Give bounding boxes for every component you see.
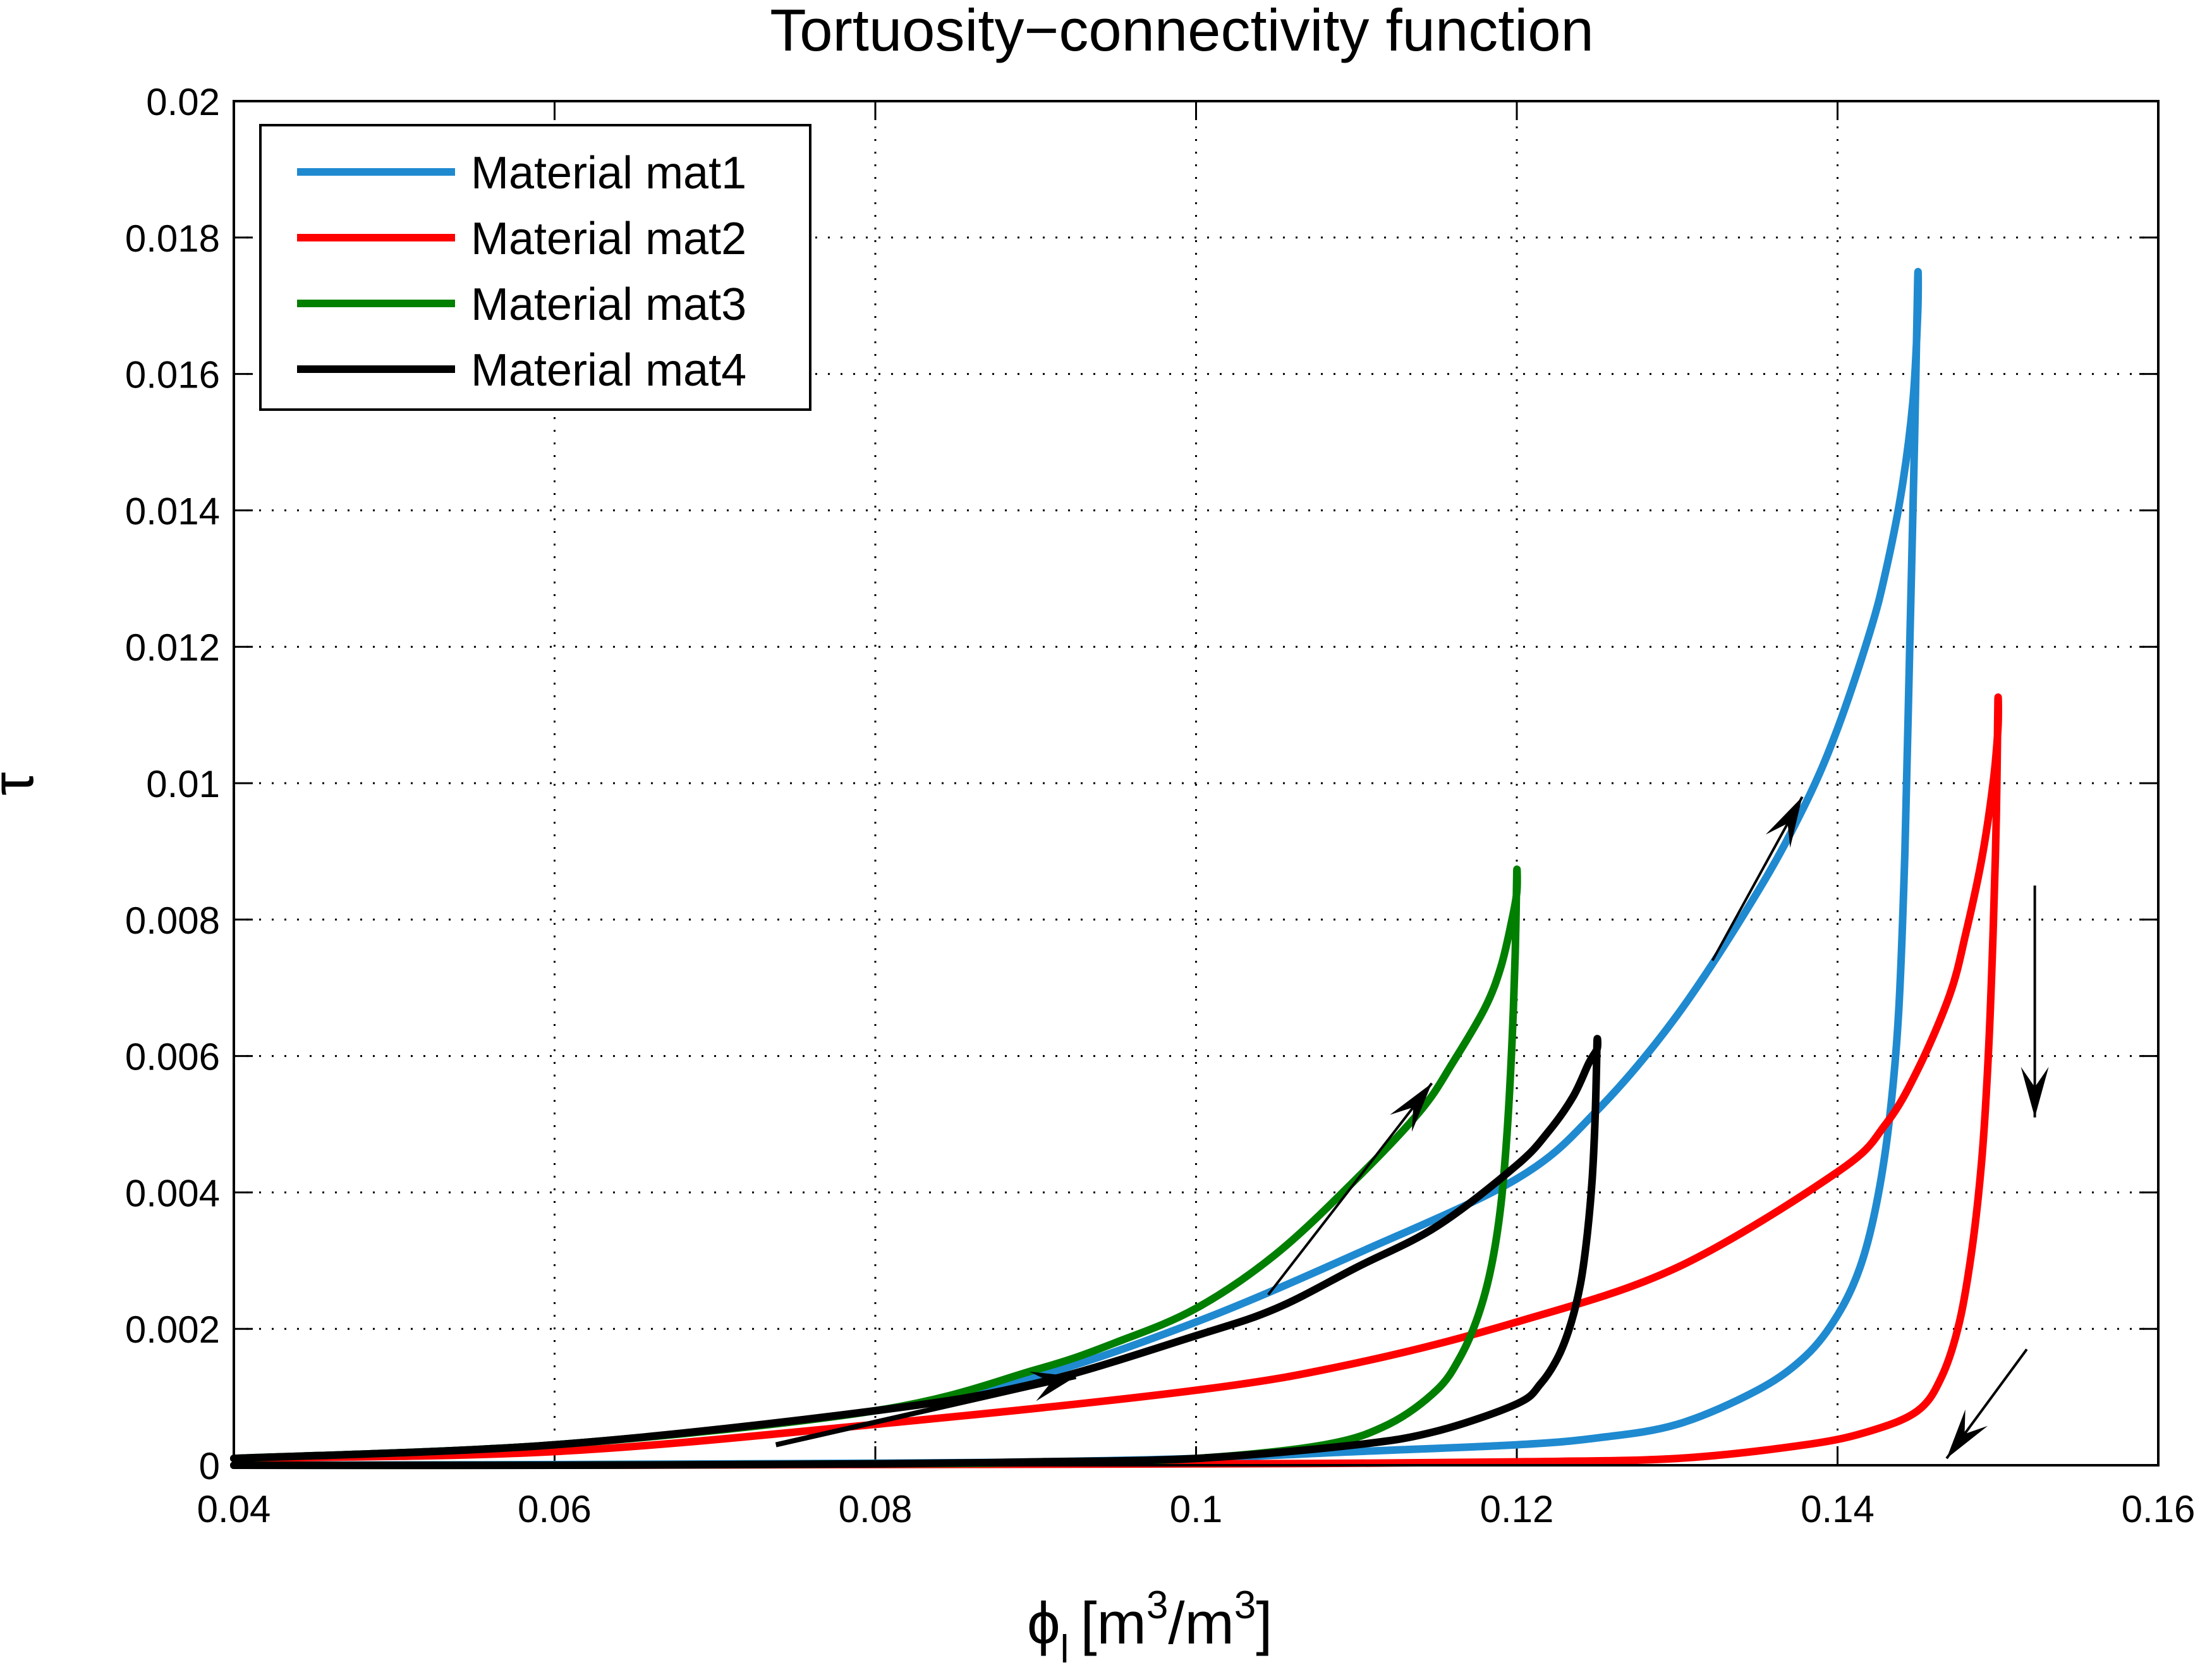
annotation-arrow-shaft (1711, 796, 1804, 961)
x-tick-labels: 0.04 0.06 0.08 0.1 0.12 0.14 0.16 (197, 1488, 2196, 1530)
y-tick-label: 0.002 (125, 1308, 220, 1351)
legend-label-mat3: Material mat3 (471, 279, 746, 330)
legend-label-mat4: Material mat4 (471, 345, 746, 396)
annotation-arrow-head (1947, 1409, 1988, 1459)
x-axis-unit-sup1: 3 (1146, 1583, 1168, 1627)
svg-text:ϕl[m3/m3]: ϕl [m3/m3] (1027, 1583, 1272, 1665)
y-tick-label: 0.02 (146, 81, 220, 123)
x-tick-label: 0.04 (197, 1488, 271, 1530)
legend: Material mat1 Material mat2 Material mat3 M… (259, 124, 811, 411)
annotation-arrow-shaft (1267, 1082, 1433, 1296)
chart-title: Tortuosity−connectivity function (770, 0, 1594, 63)
x-tick-label: 0.16 (2122, 1488, 2196, 1530)
y-tick-label: 0.014 (125, 490, 220, 532)
x-tick-label: 0.06 (518, 1488, 592, 1530)
y-tick-label: 0 (199, 1445, 220, 1487)
annotation-arrow-head (1765, 796, 1802, 848)
y-axis-label: τ (0, 772, 46, 795)
y-tick-label: 0.01 (146, 763, 220, 805)
y-tick-label: 0.008 (125, 900, 220, 942)
annotations (775, 796, 2049, 1460)
annotation-arrow-head (2021, 1066, 2049, 1118)
y-tick-labels: 0 0.002 0.004 0.006 0.008 0.01 0.012 0.014 0.016… (125, 81, 220, 1487)
x-axis-label: ϕl [m3/m3] (1027, 1583, 1272, 1665)
series-line-mat1 (230, 267, 1923, 1469)
y-tick-label: 0.012 (125, 626, 220, 669)
y-tick-label: 0.016 (125, 354, 220, 396)
x-tick-label: 0.12 (1480, 1488, 1554, 1530)
plot-frame (233, 100, 2160, 1467)
legend-label-mat2: Material mat2 (471, 214, 746, 264)
annotation-arrow-head (1029, 1371, 1076, 1401)
x-axis-symbol: ϕ (1027, 1590, 1060, 1656)
x-axis-unit-open: [m (1080, 1590, 1146, 1656)
x-axis-unit-mid: /m (1168, 1590, 1234, 1656)
annotation-arrow-shaft (775, 1374, 1077, 1448)
x-tick-label: 0.14 (1801, 1488, 1875, 1530)
x-axis-subscript: l (1060, 1628, 1069, 1665)
y-tick-label: 0.006 (125, 1036, 220, 1078)
y-tick-label: 0.004 (125, 1172, 220, 1214)
x-axis-unit-sup2: 3 (1234, 1583, 1256, 1627)
x-tick-label: 0.1 (1170, 1488, 1222, 1530)
x-tick-label: 0.08 (839, 1488, 913, 1530)
legend-label-mat1: Material mat1 (471, 148, 746, 198)
grid (234, 101, 2158, 1465)
series-line-mat2 (230, 693, 2002, 1470)
annotation-arrow-head (1390, 1083, 1432, 1132)
y-tick-label: 0.018 (125, 217, 220, 260)
x-axis-unit-close: ] (1256, 1590, 1272, 1656)
